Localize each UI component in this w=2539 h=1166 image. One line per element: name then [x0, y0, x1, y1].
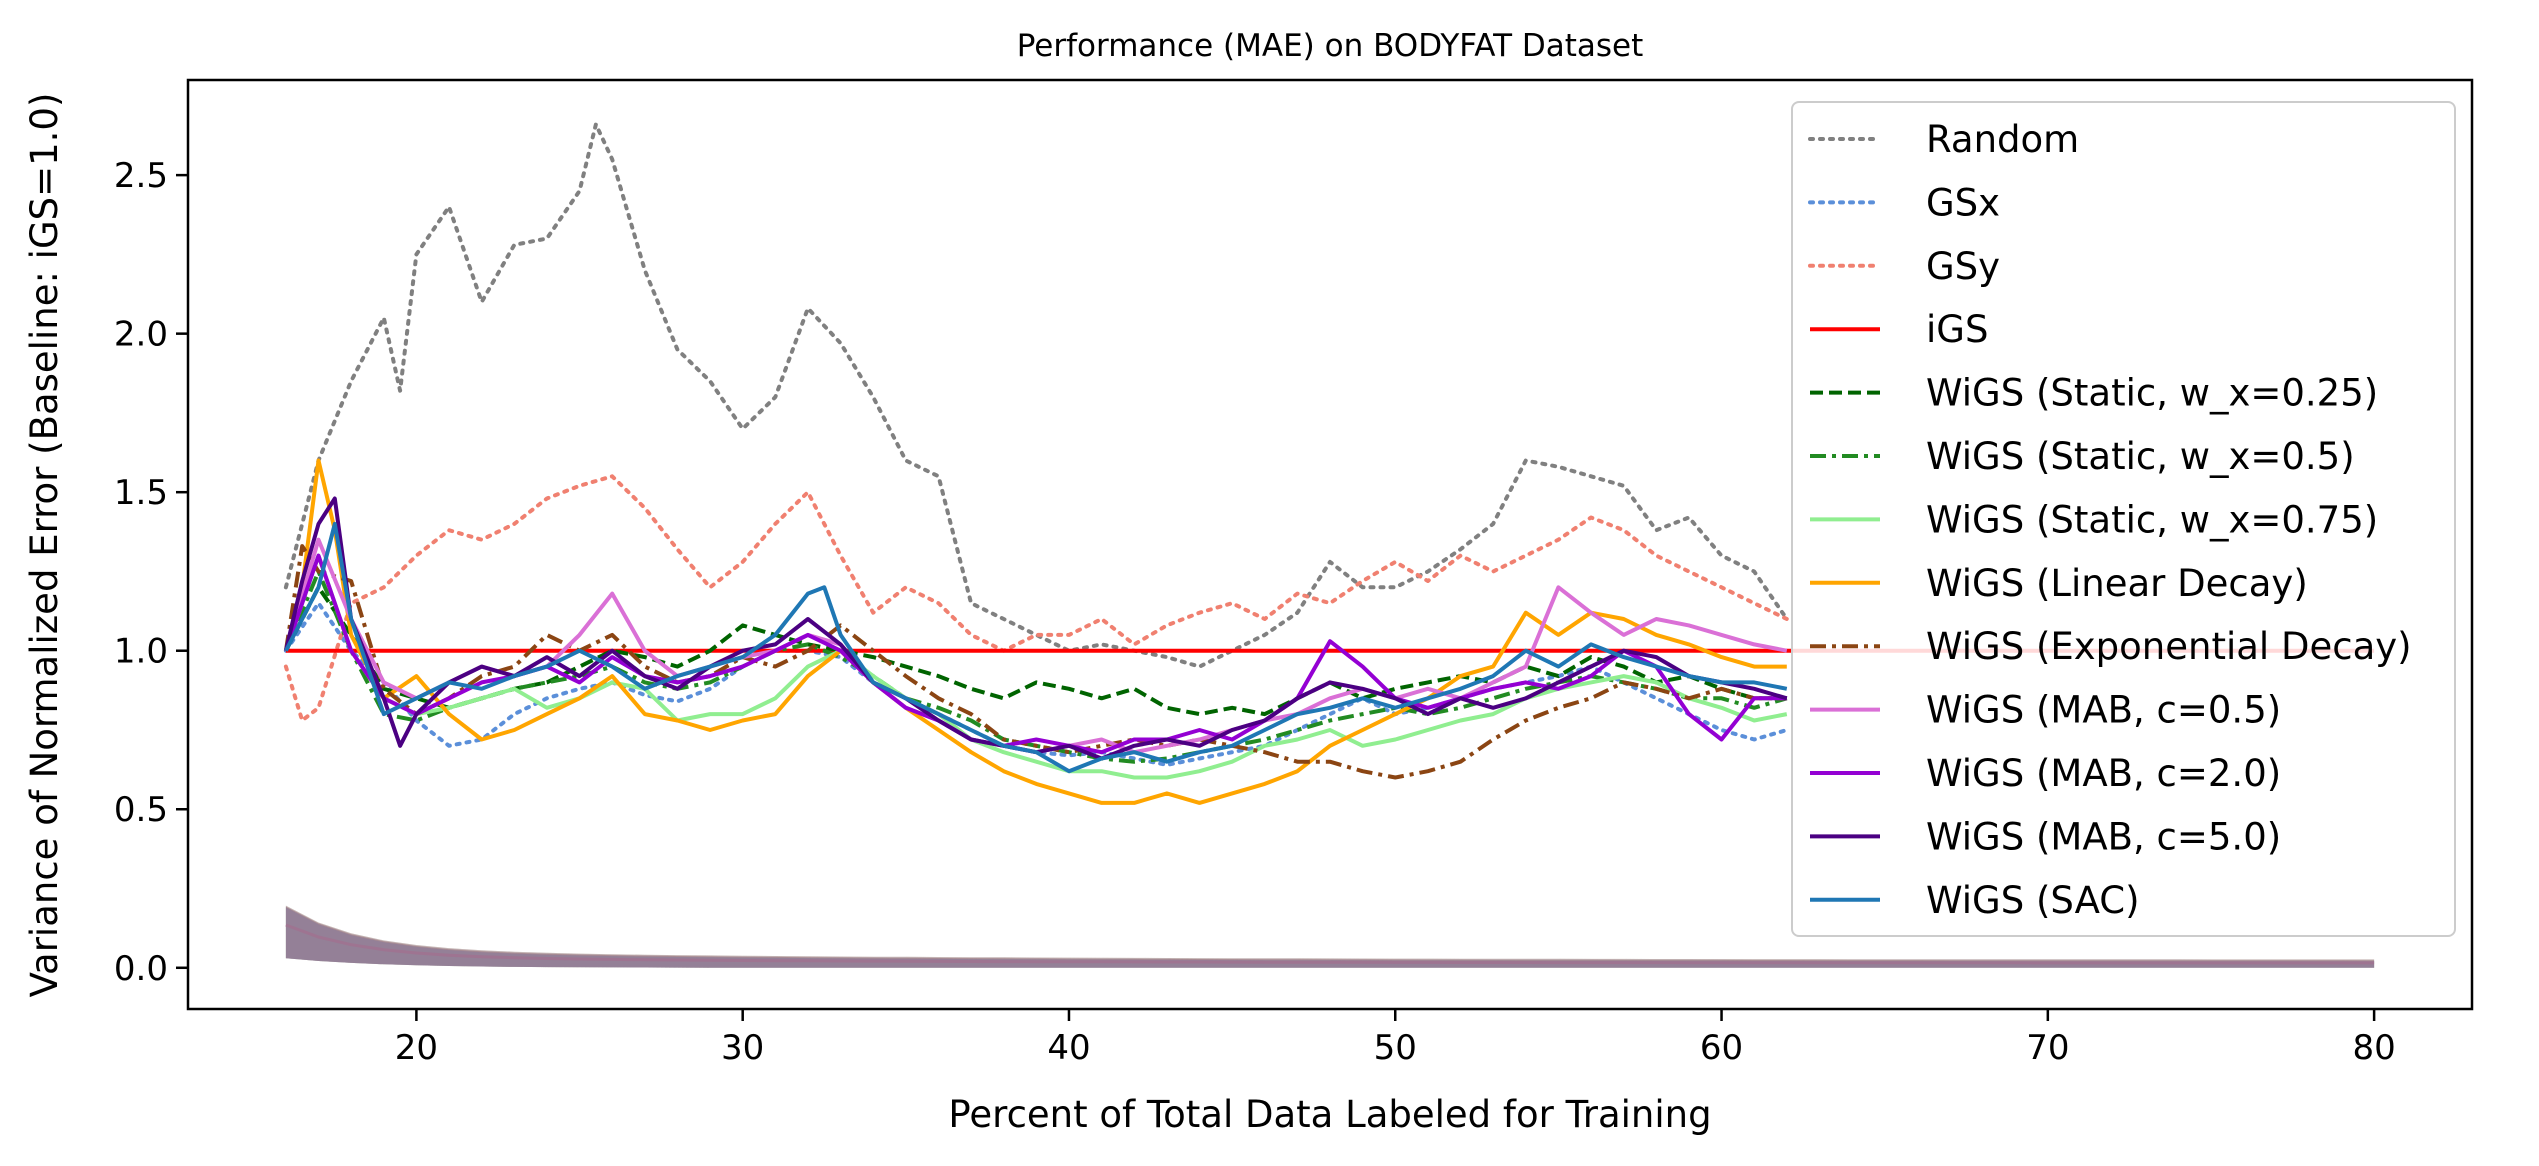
y-tick-label: 1.5	[114, 473, 168, 513]
x-axis-title: Percent of Total Data Labeled for Traini…	[948, 1093, 1711, 1136]
x-tick-label: 80	[2352, 1028, 2395, 1068]
legend-label-wigs-static-w-x-0-25: WiGS (Static, w_x=0.25)	[1926, 372, 2378, 415]
legend: Random GSx GSy iGS WiGS (Static, w_x=0.25) Wi…	[1791, 101, 2456, 937]
series-line-wigs-static-w-x-0-25	[284, 585, 1787, 717]
legend-label-wigs-mab-c-5-0: WiGS (MAB, c=5.0)	[1926, 815, 2281, 858]
series-line-random	[283, 122, 1789, 669]
plot-frame	[186, 78, 2474, 1011]
series-line-wigs-linear-decay	[283, 458, 1787, 805]
series-lines	[283, 122, 2375, 805]
legend-label-gsx: GSx	[1926, 181, 2000, 224]
x-tick-label: 30	[721, 1028, 764, 1068]
legend-box	[1791, 101, 2456, 937]
y-tick-label: 0.5	[114, 790, 168, 830]
y-tick-label: 1.0	[114, 632, 168, 672]
legend-label-igs: iGS	[1926, 308, 1988, 351]
x-tick-label: 20	[395, 1028, 438, 1068]
legend-label-random: Random	[1926, 118, 2079, 161]
y-axis-ticks: 0.0 0.5 1.0 1.5 2.0 2.5	[114, 156, 188, 989]
x-tick-label: 60	[1700, 1028, 1743, 1068]
y-tick-label: 2.0	[114, 315, 168, 355]
variance-mean-line	[285, 923, 2375, 965]
x-axis-ticks: 20 30 40 50 60 70 80	[395, 1009, 2396, 1068]
x-tick-label: 40	[1047, 1028, 1090, 1068]
legend-label-wigs-sac: WiGS (SAC)	[1926, 879, 2140, 922]
series-line-wigs-sac	[284, 521, 1788, 774]
chart-title: Performance (MAE) on BODYFAT Dataset	[1017, 28, 1644, 64]
series-line-gsy	[283, 474, 1789, 723]
legend-label-wigs-linear-decay: WiGS (Linear Decay)	[1926, 562, 2308, 605]
variance-bands	[285, 905, 2375, 968]
legend-label-wigs-exponential-decay: WiGS (Exponential Decay)	[1926, 625, 2412, 668]
series-line-wigs-mab-c-5-0	[283, 496, 1788, 761]
x-tick-label: 70	[2026, 1028, 2069, 1068]
y-tick-label: 0.0	[114, 949, 168, 989]
y-axis-title: Variance of Normalized Error (Baseline: …	[23, 93, 66, 998]
legend-label-wigs-mab-c-2-0: WiGS (MAB, c=2.0)	[1926, 752, 2281, 795]
legend-label-wigs-mab-c-0-5: WiGS (MAB, c=0.5)	[1926, 689, 2281, 732]
legend-label-wigs-static-w-x-0-5: WiGS (Static, w_x=0.5)	[1926, 435, 2355, 478]
legend-label-wigs-static-w-x-0-75: WiGS (Static, w_x=0.75)	[1926, 498, 2378, 541]
legend-label-gsy: GSy	[1926, 245, 2000, 288]
y-tick-label: 2.5	[114, 156, 168, 196]
x-tick-label: 50	[1374, 1028, 1417, 1068]
